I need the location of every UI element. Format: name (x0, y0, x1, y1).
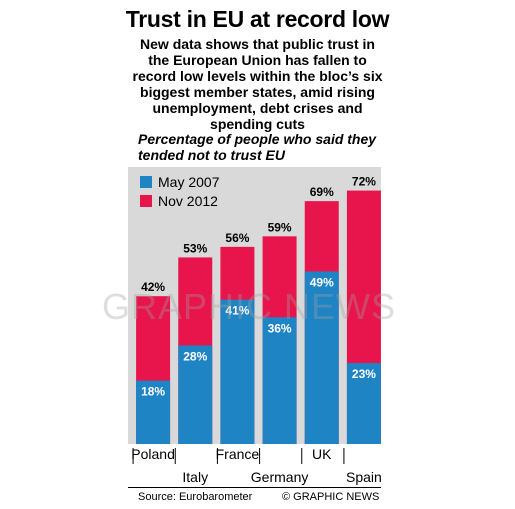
category-label-spain: Spain (346, 469, 381, 485)
watermark: GRAPHIC NEWS (102, 286, 397, 327)
chart-panel (128, 167, 381, 444)
legend-label-may-2007: May 2007 (158, 174, 220, 190)
bar-may-2007-germany (262, 317, 297, 444)
data-label-nov-2012-spain: 72% (352, 175, 376, 189)
bar-may-2007-italy (178, 345, 213, 444)
data-label-nov-2012-germany: 59% (268, 220, 292, 234)
credit-note: © GRAPHIC NEWS (282, 491, 380, 503)
data-label-may-2007-uk: 49% (310, 276, 334, 290)
chart-subtitle: New data shows that public trust in the … (132, 36, 383, 132)
category-label-poland: Poland (131, 446, 175, 462)
legend-swatch-may-2007 (140, 176, 152, 188)
data-label-nov-2012-uk: 69% (310, 185, 334, 199)
legend-item-nov-2012: Nov 2012 (140, 193, 218, 209)
legend-item-may-2007: May 2007 (140, 174, 219, 190)
category-label-italy: Italy (182, 469, 208, 485)
bar-chart: 42% 18% Poland 53% 28% Italy 56% 41% France 59% 36… (131, 175, 381, 485)
bar-may-2007-spain (346, 363, 381, 444)
bar-may-2007-poland (136, 380, 171, 444)
legend-label-nov-2012: Nov 2012 (158, 193, 218, 209)
chart-title: Trust in EU at record low (125, 6, 390, 32)
category-label-germany: Germany (251, 469, 309, 485)
data-label-may-2007-poland: 18% (141, 385, 165, 399)
data-label-nov-2012-poland: 42% (141, 280, 165, 294)
data-label-may-2007-italy: 28% (183, 349, 207, 363)
category-label-france: France (216, 446, 260, 462)
bar-may-2007-uk (304, 271, 339, 444)
footer-rule (128, 487, 381, 488)
chart-caption: Percentage of people who said they tende… (138, 131, 377, 163)
data-label-may-2007-france: 41% (225, 304, 249, 318)
source-note: Source: Eurobarometer (138, 491, 253, 503)
data-label-nov-2012-france: 56% (225, 231, 249, 245)
category-label-uk: UK (312, 446, 332, 462)
legend-swatch-nov-2012 (140, 195, 152, 207)
data-label-nov-2012-italy: 53% (183, 241, 207, 255)
data-label-may-2007-germany: 36% (268, 321, 292, 335)
bar-may-2007-france (220, 299, 255, 444)
data-label-may-2007-spain: 23% (352, 367, 376, 381)
